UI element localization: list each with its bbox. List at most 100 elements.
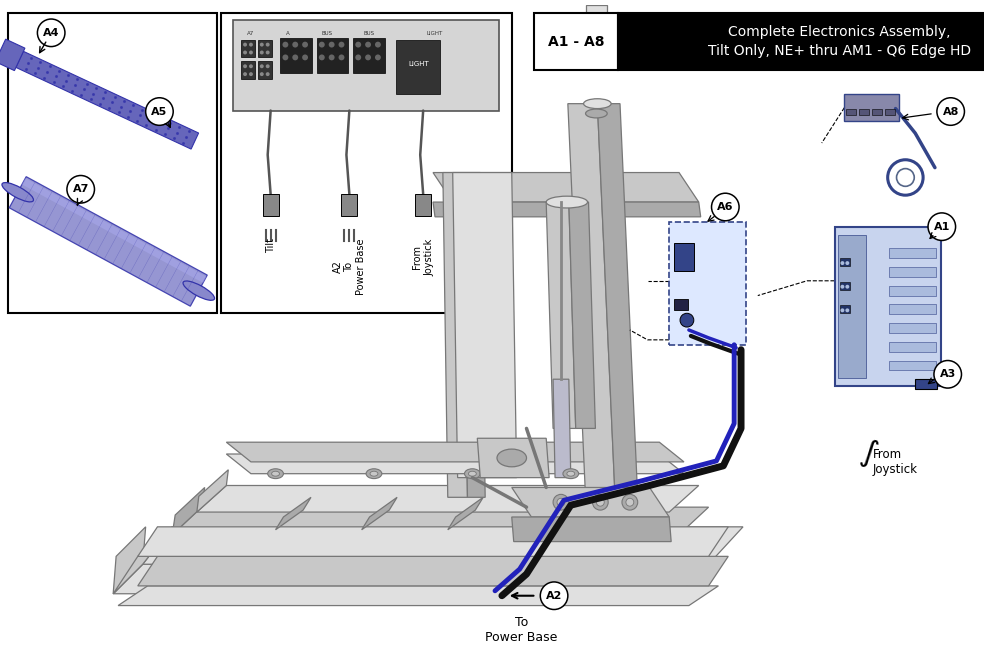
Polygon shape <box>597 104 638 497</box>
Circle shape <box>67 176 94 203</box>
Polygon shape <box>534 497 569 529</box>
Bar <box>280 38 312 73</box>
Circle shape <box>897 169 914 186</box>
Text: To
Power Base: To Power Base <box>485 616 558 644</box>
Bar <box>835 227 941 386</box>
Circle shape <box>355 54 361 60</box>
Polygon shape <box>569 202 595 428</box>
Bar <box>534 13 618 70</box>
Polygon shape <box>477 438 549 478</box>
Circle shape <box>553 494 569 510</box>
Text: A6: A6 <box>717 202 734 212</box>
Circle shape <box>840 309 844 312</box>
Polygon shape <box>553 379 571 478</box>
Bar <box>618 13 1000 70</box>
Bar <box>889 360 936 370</box>
Bar <box>889 342 936 352</box>
Ellipse shape <box>366 469 382 479</box>
Bar <box>258 61 272 79</box>
Polygon shape <box>453 173 517 478</box>
Circle shape <box>243 50 247 54</box>
Bar <box>840 305 850 313</box>
Circle shape <box>243 43 247 46</box>
Ellipse shape <box>468 471 476 476</box>
Polygon shape <box>138 527 728 557</box>
Circle shape <box>840 285 844 289</box>
Text: LIGHT: LIGHT <box>408 61 429 67</box>
Ellipse shape <box>563 469 579 479</box>
Polygon shape <box>172 487 205 535</box>
Circle shape <box>329 42 335 48</box>
Ellipse shape <box>465 469 480 479</box>
Bar <box>586 5 607 59</box>
Bar <box>415 194 431 216</box>
Text: A2: A2 <box>546 591 562 601</box>
Circle shape <box>249 43 253 46</box>
Bar <box>674 299 688 310</box>
Ellipse shape <box>370 471 378 476</box>
Circle shape <box>845 309 849 312</box>
Bar <box>258 40 272 58</box>
Text: Tilt: Tilt <box>266 239 276 253</box>
Bar <box>317 38 348 73</box>
Circle shape <box>146 98 173 126</box>
Text: A: A <box>285 31 289 36</box>
Circle shape <box>557 498 565 506</box>
Circle shape <box>260 72 264 76</box>
Text: A1: A1 <box>934 221 950 231</box>
Polygon shape <box>172 507 709 535</box>
Polygon shape <box>113 527 172 594</box>
Text: A4: A4 <box>43 28 59 38</box>
Circle shape <box>302 54 308 60</box>
Text: A7: A7 <box>73 184 89 194</box>
Circle shape <box>845 285 849 289</box>
Polygon shape <box>546 202 576 428</box>
Circle shape <box>243 64 247 68</box>
Text: $\int$: $\int$ <box>856 435 880 471</box>
Circle shape <box>626 498 634 506</box>
Polygon shape <box>22 178 206 283</box>
Circle shape <box>845 261 849 265</box>
Circle shape <box>266 72 270 76</box>
Polygon shape <box>568 104 615 497</box>
Bar <box>396 40 440 94</box>
Ellipse shape <box>2 182 33 202</box>
Polygon shape <box>197 485 699 512</box>
Circle shape <box>329 54 335 60</box>
Polygon shape <box>0 39 25 71</box>
Polygon shape <box>226 454 684 474</box>
Ellipse shape <box>567 471 575 476</box>
Bar <box>669 221 746 345</box>
Circle shape <box>260 50 264 54</box>
Circle shape <box>292 42 298 48</box>
Ellipse shape <box>183 281 215 300</box>
Ellipse shape <box>586 55 607 64</box>
Circle shape <box>243 72 247 76</box>
Polygon shape <box>512 517 671 541</box>
Bar <box>263 194 279 216</box>
Text: BUS: BUS <box>321 31 332 36</box>
Bar <box>8 13 217 313</box>
Circle shape <box>282 54 288 60</box>
Circle shape <box>319 54 325 60</box>
Circle shape <box>680 313 694 327</box>
Circle shape <box>37 19 65 46</box>
Text: From
Joystick: From Joystick <box>412 239 434 276</box>
Circle shape <box>928 213 956 241</box>
Text: BUS: BUS <box>363 31 375 36</box>
Circle shape <box>266 64 270 68</box>
Circle shape <box>282 42 288 48</box>
Bar <box>885 108 895 116</box>
Polygon shape <box>512 487 669 517</box>
Text: A5: A5 <box>151 106 168 116</box>
Polygon shape <box>433 173 699 202</box>
Bar <box>341 194 357 216</box>
Text: LIGHT: LIGHT <box>427 31 443 36</box>
Polygon shape <box>113 527 146 594</box>
Bar <box>889 323 936 333</box>
Bar <box>241 40 255 58</box>
Circle shape <box>249 64 253 68</box>
Bar <box>840 258 850 266</box>
Circle shape <box>260 43 264 46</box>
Circle shape <box>266 43 270 46</box>
